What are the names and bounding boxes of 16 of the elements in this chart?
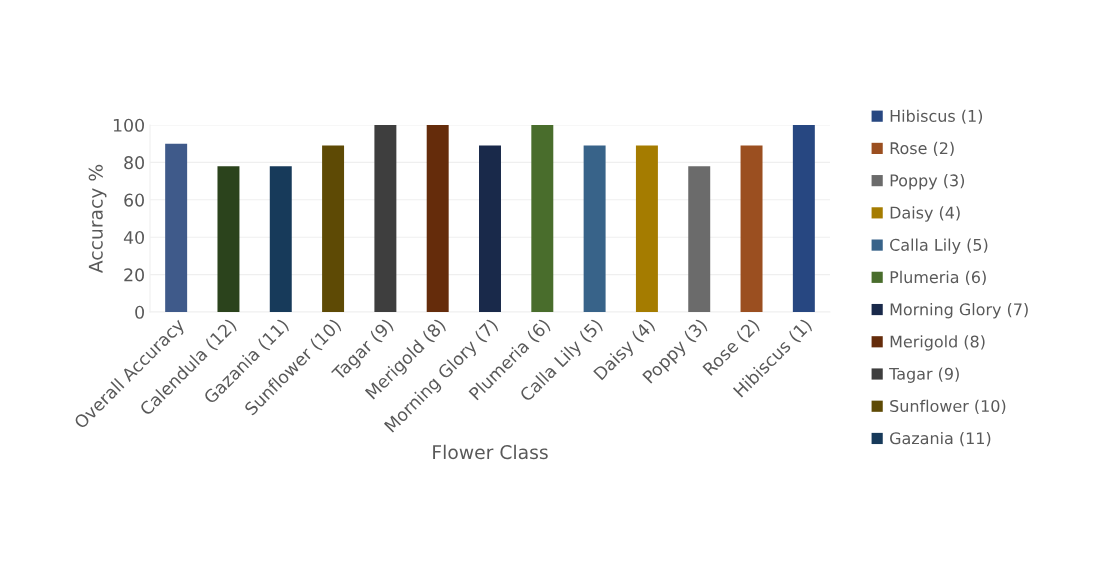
- legend-label: Plumeria (6): [890, 270, 986, 286]
- legend-label: Hibiscus (1): [890, 109, 983, 124]
- y-tick-label: 60: [124, 193, 144, 207]
- y-tick-label: 20: [124, 268, 144, 282]
- y-tick-label: 40: [123, 230, 144, 245]
- legend-label: Calla Lily (5): [890, 238, 988, 254]
- y-tick-label: 100: [113, 118, 144, 132]
- legend-label: Gazania (11): [890, 431, 991, 447]
- legend-label: Daisy (4): [890, 206, 960, 222]
- y-axis-title: Accuracy %: [88, 164, 107, 274]
- legend-label: Poppy (3): [890, 174, 965, 190]
- x-axis-title: Flower Class: [433, 444, 548, 460]
- legend-label: Morning Glory (7): [890, 303, 1028, 319]
- y-tick-label: 80: [124, 156, 144, 170]
- legend-label: Rose (2): [890, 141, 954, 157]
- y-tick-label: 0: [135, 305, 144, 319]
